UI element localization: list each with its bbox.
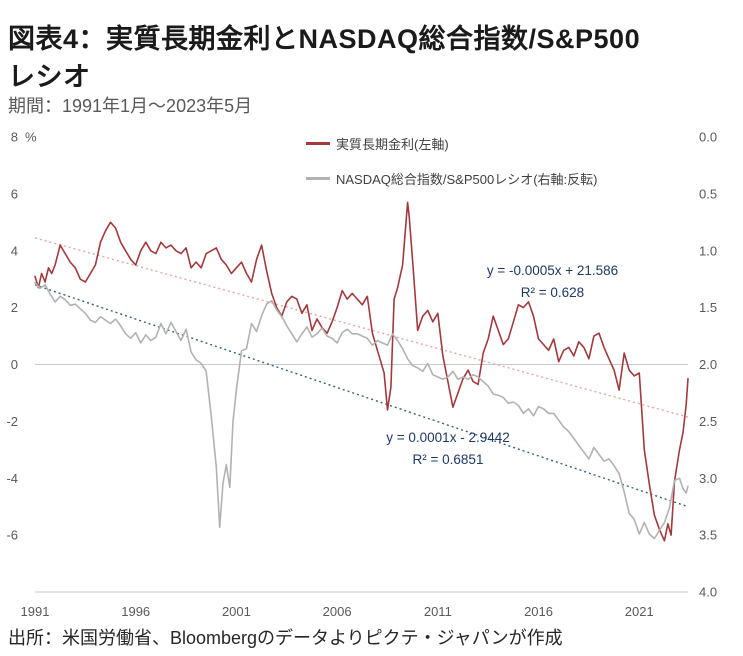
left-axis-tick: 6 xyxy=(11,186,18,201)
series-line-real-rate xyxy=(34,201,689,542)
right-axis-tick: 1.5 xyxy=(699,300,717,315)
legend-label-real-rate: 実質長期金利(左軸) xyxy=(336,137,449,152)
r-squared-text-nasdaq-ratio: R² = 0.6851 xyxy=(412,451,484,467)
left-axis-tick: 8 xyxy=(11,130,18,145)
chart-area: 8 6 4 2 0 -2 -4 -6% 0.0 0.5 1.0 1.5 2.0 2.5 3.0 3.5 4.0 1… xyxy=(0,122,743,624)
legend-line-swatch-gray xyxy=(306,177,330,180)
r-squared-text-real-rate: R² = 0.628 xyxy=(520,284,585,300)
left-axis-tick: -6 xyxy=(6,528,18,543)
left-axis-unit: % xyxy=(25,130,37,145)
period-subtitle: 期間：1991年1月～2023年5月 xyxy=(8,96,253,116)
figure-title: 図表4：実質長期金利とNASDAQ総合指数/S&P500 レシオ xyxy=(8,20,740,97)
left-axis-tick: -4 xyxy=(6,471,18,486)
equation-text-nasdaq-ratio: y = 0.0001x - 2.9442 xyxy=(386,430,510,445)
x-axis-tick: 1991 xyxy=(21,604,50,619)
right-axis-tick: 3.0 xyxy=(699,471,717,486)
figure-title-line1: 図表4：実質長期金利とNASDAQ総合指数/S&P500 xyxy=(8,24,641,55)
right-axis-tick: 0.0 xyxy=(699,130,717,145)
left-axis-tick: 2 xyxy=(11,300,18,315)
right-axis-tick: 4.0 xyxy=(699,585,717,600)
x-axis-tick: 2016 xyxy=(524,604,553,619)
legend-item-nasdaq-ratio: NASDAQ総合指数/S&P500レシオ(右軸:反転) xyxy=(306,169,598,188)
legend-line-swatch-red xyxy=(306,142,330,145)
x-axis-tick: 2011 xyxy=(424,604,452,619)
right-axis-tick: 0.5 xyxy=(699,186,717,201)
equation-text-real-rate: y = -0.0005x + 21.586 xyxy=(486,263,619,278)
left-axis-tick: -2 xyxy=(6,414,18,429)
trendline-equation-real-rate: y = -0.0005x + 21.586 R² = 0.628 xyxy=(450,260,655,303)
series-line-nasdaq-ratio xyxy=(34,281,689,540)
legend-label-nasdaq-ratio: NASDAQ総合指数/S&P500レシオ(右軸:反転) xyxy=(336,172,598,187)
chart-legend: 実質長期金利(左軸) NASDAQ総合指数/S&P500レシオ(右軸:反転) xyxy=(306,134,598,188)
right-axis-tick: 1.0 xyxy=(699,243,717,258)
right-axis-tick: 3.5 xyxy=(699,528,717,543)
trendline-nasdaq-ratio xyxy=(34,284,689,508)
chart-plot: 8 6 4 2 0 -2 -4 -6% 0.0 0.5 1.0 1.5 2.0 2.5 3.0 3.5 4.0 1… xyxy=(6,130,717,620)
x-axis-tick: 2006 xyxy=(323,604,352,619)
source-note: 出所：米国労働省、Bloombergのデータよりピクテ・ジャパンが作成 xyxy=(8,628,563,648)
right-axis-tick: 2.0 xyxy=(699,357,717,372)
x-axis-tick: 1996 xyxy=(121,604,150,619)
left-axis-tick: 0 xyxy=(11,357,18,372)
legend-item-real-rate: 実質長期金利(左軸) xyxy=(306,134,598,153)
figure-title-line2: レシオ xyxy=(8,62,91,93)
left-axis-tick: 4 xyxy=(11,243,18,258)
x-axis-tick: 2001 xyxy=(222,604,251,619)
right-axis-tick: 2.5 xyxy=(699,414,717,429)
x-axis-tick: 2021 xyxy=(625,604,654,619)
trendline-equation-nasdaq-ratio: y = 0.0001x - 2.9442 R² = 0.6851 xyxy=(348,427,548,470)
